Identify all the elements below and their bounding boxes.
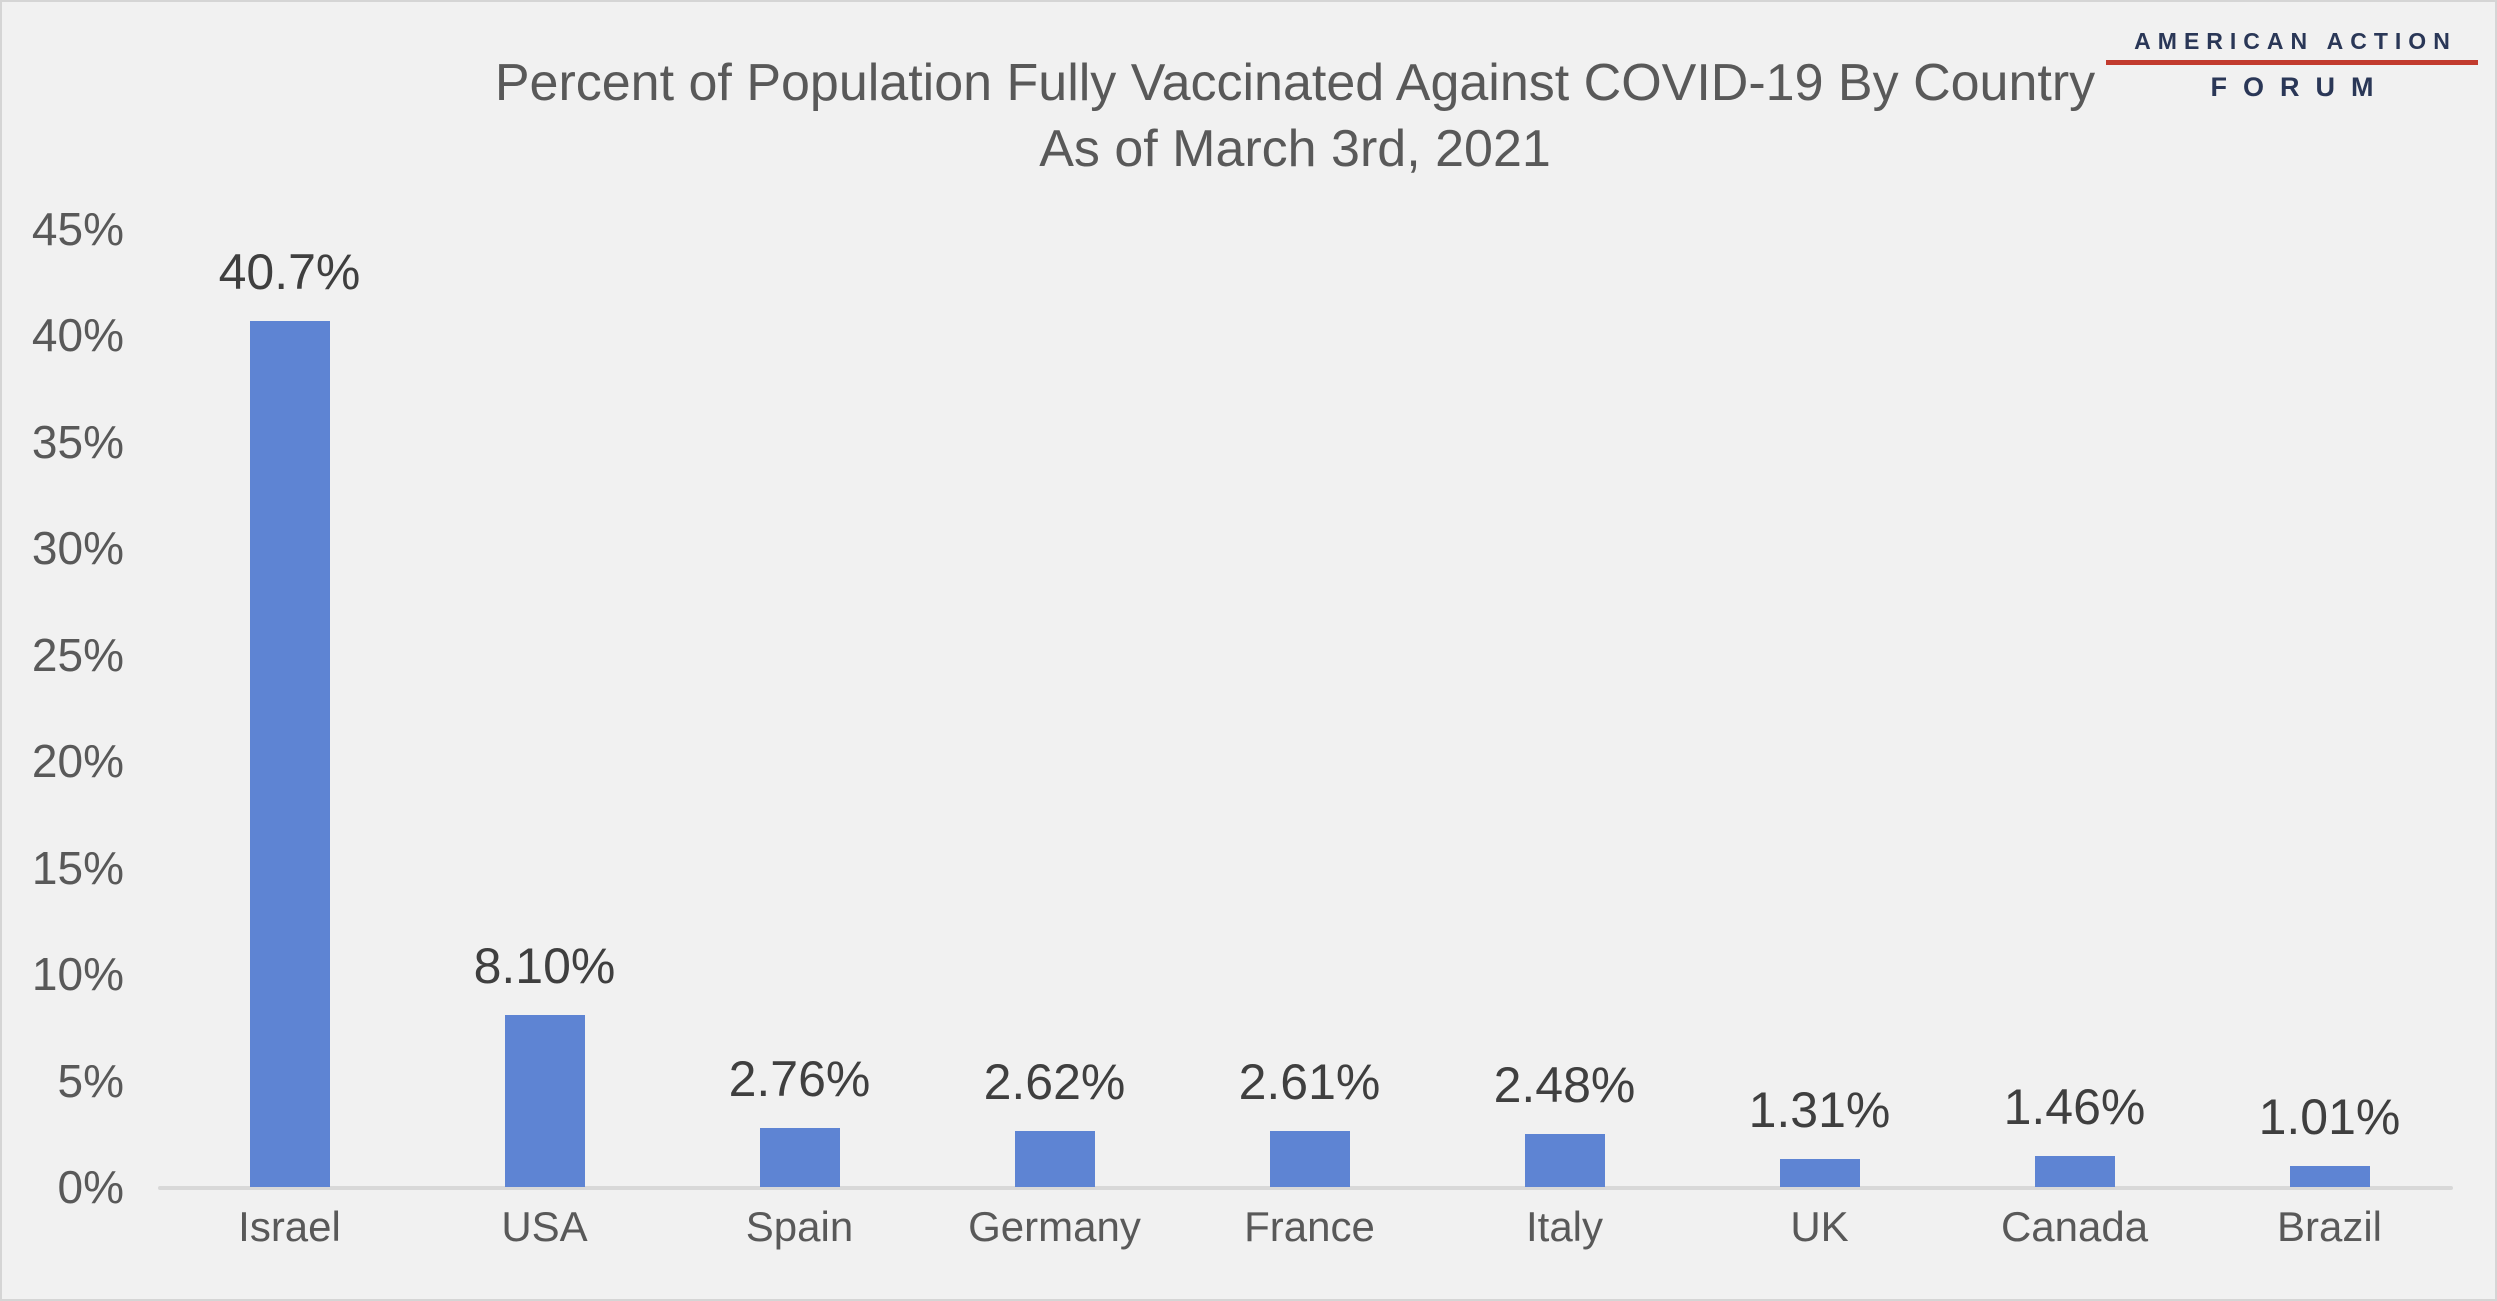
bar-column-israel: 40.7% Israel [162, 229, 417, 1250]
bar-column-canada: 1.46% Canada [1947, 229, 2202, 1250]
y-tick-30: 30% [31, 522, 124, 575]
plot-area: 40.7% Israel 8.10% USA 2.76% Spain 2.62% German… [158, 229, 2457, 1251]
bar-value-label-brazil: 1.01% [2258, 1088, 2401, 1145]
bar-brazil [2289, 1165, 2370, 1187]
y-tick-20: 20% [31, 735, 124, 788]
chart-title-line2: As of March 3rd, 2021 [1039, 120, 1551, 178]
bar-column-usa: 8.10% USA [417, 229, 672, 1250]
bar-value-label-uk: 1.31% [1748, 1082, 1891, 1139]
chart-title: Percent of Population Fully Vaccinated A… [192, 50, 2398, 182]
y-tick-40: 40% [31, 309, 124, 362]
category-label-usa: USA [501, 1203, 588, 1250]
y-tick-25: 25% [31, 628, 124, 681]
category-label-italy: Italy [1525, 1203, 1604, 1250]
bar-column-uk: 1.31% UK [1692, 229, 1947, 1250]
y-axis: 0% 5% 10% 15% 20% 25% 30% 35% 40% 45% [2, 203, 124, 1213]
aaf-logo: AMERICAN ACTION FORUM [2106, 28, 2478, 103]
y-tick-0: 0% [57, 1161, 124, 1213]
bar-uk [1779, 1159, 1860, 1187]
y-tick-35: 35% [31, 415, 124, 468]
bar-germany [1014, 1131, 1095, 1187]
category-label-germany: Germany [968, 1203, 1141, 1250]
x-axis-line [158, 1186, 2453, 1190]
bar-column-france: 2.61% France [1182, 229, 1437, 1250]
bar-value-label-israel: 40.7% [218, 243, 361, 300]
bar-value-label-germany: 2.62% [983, 1054, 1126, 1111]
category-label-uk: UK [1790, 1203, 1849, 1250]
category-label-canada: Canada [2000, 1203, 2149, 1250]
bar-series: 40.7% Israel 8.10% USA 2.76% Spain 2.62% German… [162, 229, 2457, 1251]
bar-column-germany: 2.62% Germany [927, 229, 1182, 1250]
category-label-spain: Spain [745, 1203, 854, 1250]
bar-value-label-spain: 2.76% [728, 1051, 871, 1108]
category-label-france: France [1244, 1203, 1375, 1250]
bar-value-label-usa: 8.10% [473, 937, 616, 994]
bar-spain [759, 1128, 840, 1187]
logo-red-underline [2106, 60, 2478, 65]
y-tick-45: 45% [31, 203, 124, 255]
bar-france [1269, 1131, 1350, 1187]
y-tick-5: 5% [57, 1054, 124, 1107]
bar-column-spain: 2.76% Spain [672, 229, 927, 1250]
bar-value-label-italy: 2.48% [1493, 1057, 1636, 1114]
category-label-brazil: Brazil [2276, 1203, 2383, 1250]
logo-american-action-text: AMERICAN ACTION [2134, 28, 2457, 54]
bar-column-brazil: 1.01% Brazil [2202, 229, 2457, 1251]
bar-usa [504, 1014, 585, 1187]
bar-column-italy: 2.48% Italy [1437, 229, 1692, 1250]
category-label-israel: Israel [238, 1203, 341, 1250]
bar-canada [2034, 1155, 2115, 1187]
y-tick-10: 10% [31, 948, 124, 1001]
y-tick-15: 15% [31, 841, 124, 894]
logo-forum-text: FORUM [2210, 72, 2390, 102]
bar-value-label-canada: 1.46% [2003, 1078, 2146, 1135]
chart-title-line1: Percent of Population Fully Vaccinated A… [494, 54, 2096, 112]
bar-value-label-france: 2.61% [1238, 1054, 1381, 1111]
bar-israel [249, 320, 330, 1187]
bar-italy [1524, 1134, 1605, 1187]
